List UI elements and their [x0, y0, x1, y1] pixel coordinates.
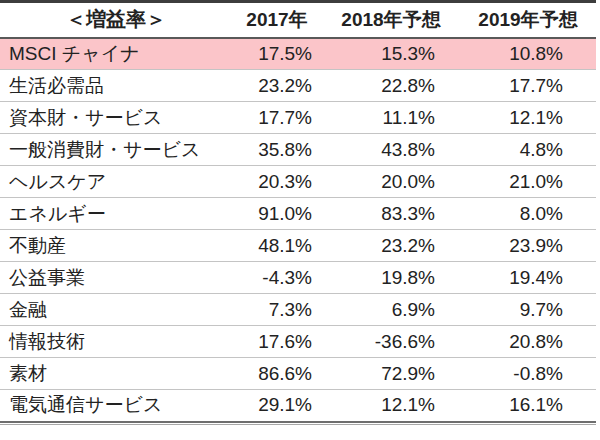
row-label: 生活必需品 [0, 70, 232, 102]
cell-value: 43.8% [322, 134, 460, 166]
cell-value: 4.8% [460, 134, 596, 166]
table-row: MSCI チャイナ17.5%15.3%10.8% [0, 38, 596, 70]
cell-value: 72.9% [322, 358, 460, 390]
table-title: ＜増益率＞ [0, 2, 232, 38]
row-label: 不動産 [0, 230, 232, 262]
cell-value: 8.0% [460, 198, 596, 230]
cell-value: 9.7% [460, 294, 596, 326]
cell-value: 12.1% [460, 102, 596, 134]
cell-value: 23.9% [460, 230, 596, 262]
earnings-growth-table-page: ＜増益率＞ 2017年2018年予想2019年予想 MSCI チャイナ17.5%… [0, 0, 600, 440]
column-header: 2018年予想 [322, 2, 460, 38]
cell-value: 15.3% [322, 38, 460, 70]
cell-value: 12.1% [322, 390, 460, 422]
cell-value: 20.0% [322, 166, 460, 198]
cell-value: 11.1% [322, 102, 460, 134]
table-row: 電気通信サービス29.1%12.1%16.1% [0, 390, 596, 422]
cell-value: 16.1% [460, 390, 596, 422]
cell-value: 29.1% [232, 390, 322, 422]
row-label: 一般消費財・サービス [0, 134, 232, 166]
table-row: 金融7.3%6.9%9.7% [0, 294, 596, 326]
row-label: エネルギー [0, 198, 232, 230]
table-row: 素材86.6%72.9%-0.8% [0, 358, 596, 390]
table-row: エネルギー91.0%83.3%8.0% [0, 198, 596, 230]
cell-value: 10.8% [460, 38, 596, 70]
cell-value: 48.1% [232, 230, 322, 262]
cell-value: 22.8% [322, 70, 460, 102]
cell-value: 19.8% [322, 262, 460, 294]
cell-value: 23.2% [322, 230, 460, 262]
column-header: 2019年予想 [460, 2, 596, 38]
cell-value: 17.7% [460, 70, 596, 102]
row-label: ヘルスケア [0, 166, 232, 198]
cell-value: 20.8% [460, 326, 596, 358]
table-row: 生活必需品23.2%22.8%17.7% [0, 70, 596, 102]
cell-value: -4.3% [232, 262, 322, 294]
cell-value: 7.3% [232, 294, 322, 326]
row-label: 公益事業 [0, 262, 232, 294]
row-label: 金融 [0, 294, 232, 326]
row-label: 電気通信サービス [0, 390, 232, 422]
table-row: ヘルスケア20.3%20.0%21.0% [0, 166, 596, 198]
table-row: 不動産48.1%23.2%23.9% [0, 230, 596, 262]
cell-value: 17.6% [232, 326, 322, 358]
cell-value: 6.9% [322, 294, 460, 326]
cell-value: 35.8% [232, 134, 322, 166]
earnings-growth-table: ＜増益率＞ 2017年2018年予想2019年予想 MSCI チャイナ17.5%… [0, 0, 596, 423]
cell-value: 17.7% [232, 102, 322, 134]
table-body: MSCI チャイナ17.5%15.3%10.8%生活必需品23.2%22.8%1… [0, 38, 596, 422]
cell-value: 17.5% [232, 38, 322, 70]
column-header: 2017年 [232, 2, 322, 38]
table-row: 一般消費財・サービス35.8%43.8%4.8% [0, 134, 596, 166]
header-row: ＜増益率＞ 2017年2018年予想2019年予想 [0, 2, 596, 38]
cell-value: -0.8% [460, 358, 596, 390]
table-row: 情報技術17.6%-36.6%20.8% [0, 326, 596, 358]
cell-value: 83.3% [322, 198, 460, 230]
table-row: 公益事業-4.3%19.8%19.4% [0, 262, 596, 294]
table-bottom-double-line [0, 424, 596, 425]
cell-value: 19.4% [460, 262, 596, 294]
cell-value: 21.0% [460, 166, 596, 198]
row-label: 素材 [0, 358, 232, 390]
row-label: 資本財・サービス [0, 102, 232, 134]
cell-value: 23.2% [232, 70, 322, 102]
cell-value: 91.0% [232, 198, 322, 230]
cell-value: 86.6% [232, 358, 322, 390]
row-label: MSCI チャイナ [0, 38, 232, 70]
row-label: 情報技術 [0, 326, 232, 358]
table-row: 資本財・サービス17.7%11.1%12.1% [0, 102, 596, 134]
table-header: ＜増益率＞ 2017年2018年予想2019年予想 [0, 2, 596, 38]
cell-value: -36.6% [322, 326, 460, 358]
cell-value: 20.3% [232, 166, 322, 198]
